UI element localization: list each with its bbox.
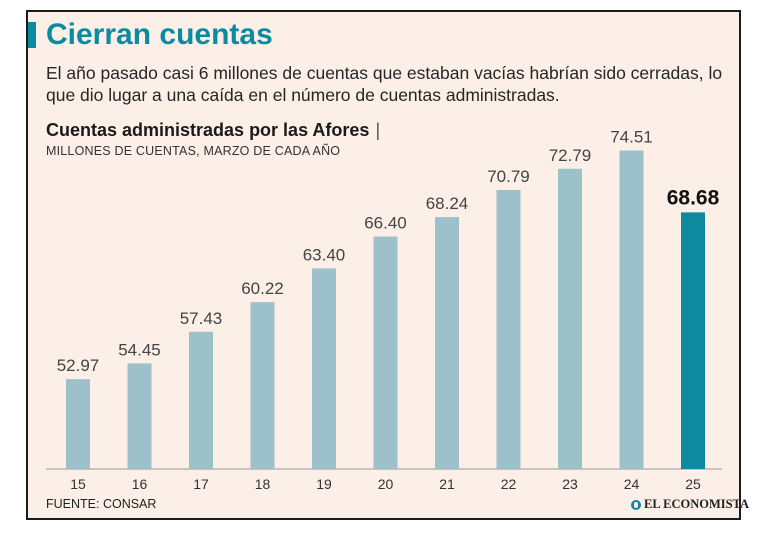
bar-22 xyxy=(496,189,521,470)
chart-title-separator: | xyxy=(375,120,381,140)
x-tick-label-24: 24 xyxy=(624,476,640,492)
data-label-15: 52.97 xyxy=(57,356,100,375)
chart-title: Cuentas administradas por las Afores | xyxy=(46,118,380,142)
bar-19 xyxy=(312,268,336,469)
infographic-subtitle: El año pasado casi 6 millones de cuentas… xyxy=(46,63,723,105)
data-label-25: 68.68 xyxy=(667,186,720,209)
x-tick-label-22: 22 xyxy=(501,476,517,492)
x-tick-label-20: 20 xyxy=(378,476,394,492)
data-label-21: 68.24 xyxy=(426,194,469,213)
bar-23 xyxy=(558,168,582,469)
data-label-20: 66.40 xyxy=(364,214,407,233)
x-tick-label-16: 16 xyxy=(132,476,148,492)
bar-21 xyxy=(435,217,459,469)
data-label-19: 63.40 xyxy=(303,245,346,264)
data-label-22: 70.79 xyxy=(487,167,530,186)
bar-16 xyxy=(127,363,152,469)
data-label-18: 60.22 xyxy=(241,279,284,298)
bar-15 xyxy=(66,379,90,469)
x-tick-label-25: 25 xyxy=(685,476,701,492)
brand-name: EL ECONOMISTA xyxy=(644,497,749,511)
bar-17 xyxy=(189,331,213,469)
brand-mark-icon xyxy=(631,499,641,510)
source-note: FUENTE: CONSAR xyxy=(46,497,157,511)
infographic-title: Cierran cuentas xyxy=(46,18,273,51)
x-tick-label-17: 17 xyxy=(193,476,209,492)
x-tick-label-15: 15 xyxy=(70,476,86,492)
chart-title-text: Cuentas administradas por las Afores xyxy=(46,120,370,140)
brand-logo: EL ECONOMISTA xyxy=(631,497,749,512)
x-tick-label-21: 21 xyxy=(439,476,455,492)
data-label-23: 72.79 xyxy=(549,146,592,165)
bar-24 xyxy=(619,150,644,469)
title-accent-bar xyxy=(28,22,36,48)
data-label-16: 54.45 xyxy=(118,340,161,359)
x-tick-label-23: 23 xyxy=(562,476,578,492)
x-tick-label-19: 19 xyxy=(316,476,332,492)
bar-20 xyxy=(373,236,398,469)
data-label-24: 74.51 xyxy=(610,128,653,147)
chart-units-label: MILLONES DE CUENTAS, MARZO DE CADA AÑO xyxy=(46,144,341,158)
bar-25 xyxy=(681,212,705,469)
x-tick-label-18: 18 xyxy=(255,476,271,492)
data-label-17: 57.43 xyxy=(180,309,223,328)
bar-18 xyxy=(250,302,275,469)
